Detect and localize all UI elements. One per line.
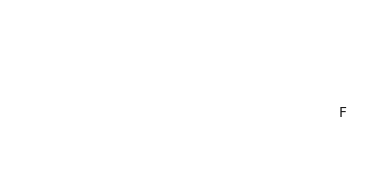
Text: F: F xyxy=(338,106,347,120)
